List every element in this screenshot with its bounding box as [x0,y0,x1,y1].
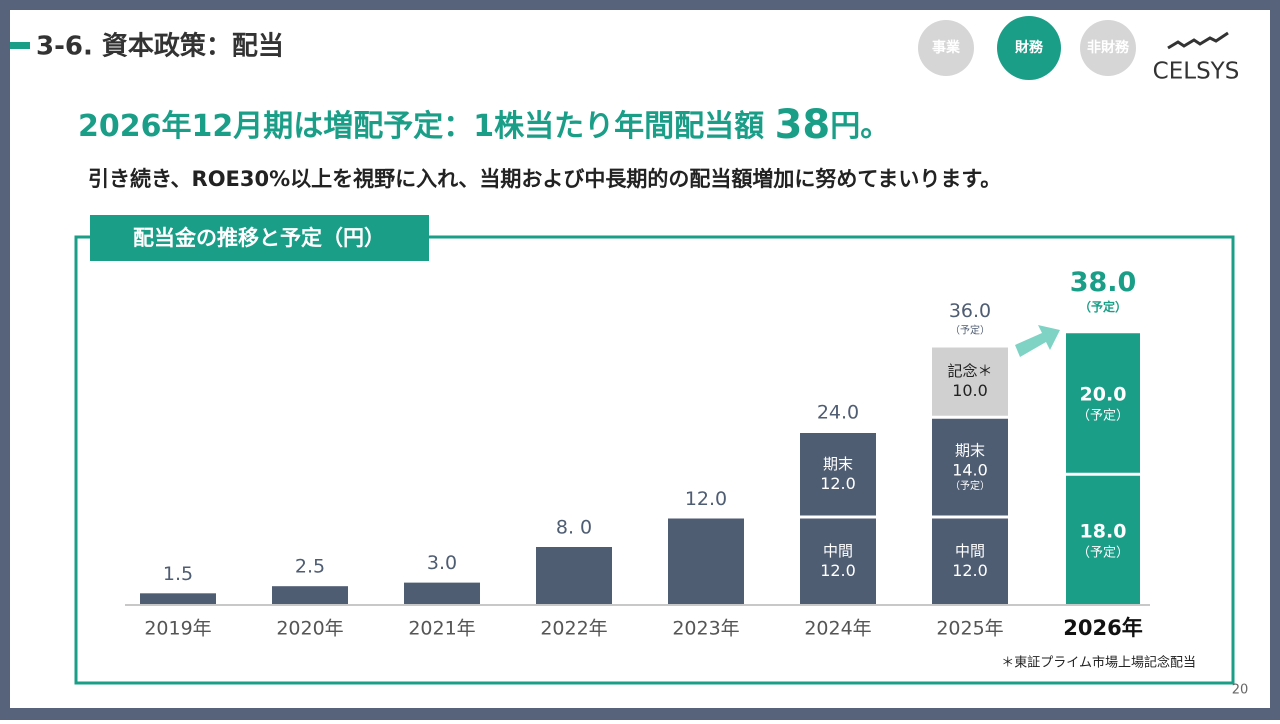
value-label: 3.0 [427,552,457,574]
tab-bg-active[interactable] [997,16,1061,80]
chart-title-box [90,215,429,261]
subline: 引き続き、ROE30%以上を視野に入れ、当期および中長期的の配当額増加に努めてま… [88,167,1001,191]
arrow [1015,325,1060,357]
bar-segment [1066,333,1140,473]
segment-label: 記念＊ [947,362,992,380]
bar-segment [140,593,216,604]
total-note: （予定） [1079,299,1127,314]
headline: 2026年12月期は増配予定：1株当たり年間配当額 38円。 [78,102,890,148]
x-tick-label: 2020年 [276,618,343,640]
segment-label: 期末 [955,442,985,460]
total-label: 24.0 [817,402,859,424]
value-label: 14.0 [952,461,988,480]
logo: CELSYS [1153,59,1240,85]
value-label: 20.0 [1080,384,1127,406]
section-title: 3-6. 資本政策：配当 [36,31,284,62]
bar-segment [932,347,1008,416]
bar-segment [272,586,348,604]
title-accent [10,42,30,49]
x-tick-label: 2023年 [672,618,739,640]
bar-segment [932,518,1008,604]
tab-bg[interactable] [1080,20,1136,76]
segment-note: （予定） [950,479,990,492]
page-number: 20 [1232,683,1249,698]
bar-segment [800,433,876,516]
value-label: 12.0 [820,474,856,493]
chart-frame [74,235,1235,685]
bar-segment [404,582,480,604]
segment-label: 中間 [955,542,985,560]
headline-lead: 2026年12月期は増配予定：1株当たり年間配当額 [78,109,775,144]
x-tick-label: 2024年 [804,618,871,640]
value-label: 2.5 [295,556,325,578]
logo-mark [1167,31,1229,50]
tab[interactable]: 財務 [1014,39,1044,56]
total-label: 36.0 [949,300,991,322]
headline-amount: 38 [775,102,831,148]
x-tick-label: 2026年 [1063,616,1142,640]
x-tick-label: 2022年 [540,618,607,640]
value-label: 18.0 [1080,520,1127,542]
chart-title: 配当金の推移と予定（円） [133,226,385,250]
tab-bg[interactable] [918,20,974,76]
slide-bg [10,10,1270,708]
bar-segment [668,518,744,604]
segment-note: （予定） [1077,409,1129,424]
value-label: 1.5 [163,563,193,585]
value-label: 12.0 [952,561,988,580]
total-label: 38.0 [1070,267,1137,298]
bar-segment [932,418,1008,516]
x-tick-label: 2021年 [408,618,475,640]
headline-unit: 円。 [830,109,890,144]
bar-segment [536,547,612,604]
segment-label: 期末 [823,455,853,473]
footnote: ＊東証プライム市場上場記念配当 [1001,655,1196,671]
x-tick-label: 2025年 [936,618,1003,640]
x-tick-label: 2019年 [144,618,211,640]
tab[interactable]: 事業 [932,39,961,56]
value-label: 12.0 [685,488,727,510]
value-label: 8. 0 [556,517,592,539]
segment-label: 中間 [823,542,853,560]
plot: 2019年 1.5 2020年 2.5 2021年 3.0 2022年 8. 0 2023年 12… [140,267,1143,640]
bar-segment [1066,475,1140,604]
bar-segment [800,518,876,604]
total-note: （予定） [950,324,990,337]
value-label: 10.0 [952,381,988,400]
tab[interactable]: 非財務 [1087,39,1130,56]
value-label: 12.0 [820,561,856,580]
segment-note: （予定） [1077,545,1129,560]
